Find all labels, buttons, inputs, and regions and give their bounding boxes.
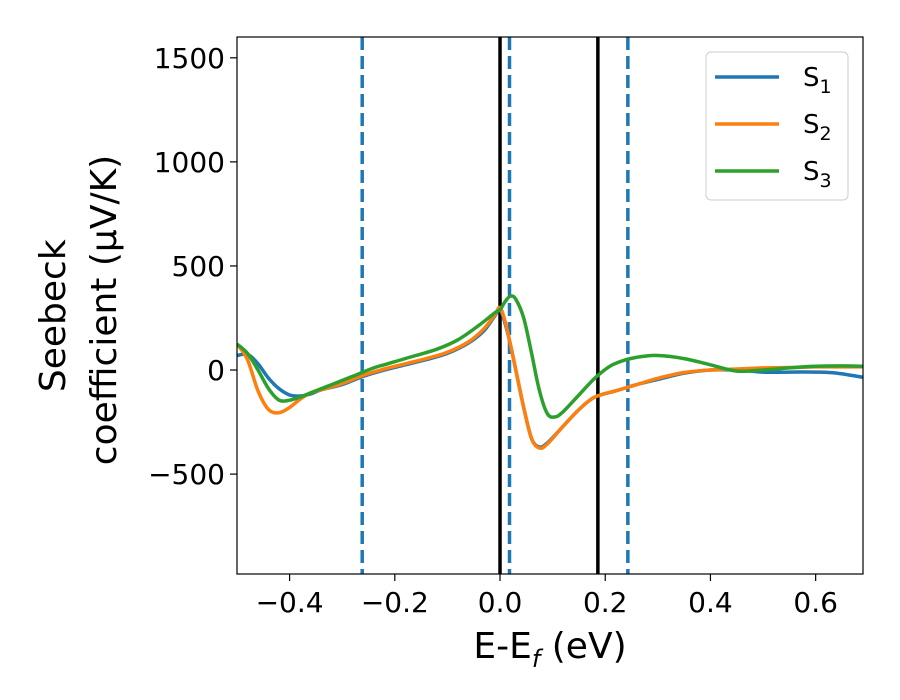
series-line-s2 <box>237 305 863 451</box>
legend-entries: S1 S2 S3 <box>715 63 832 192</box>
legend-box <box>705 51 849 201</box>
y-axis-ticks: −500 0 500 1000 1500 <box>148 42 237 491</box>
x-tick-label: 0.6 <box>793 586 838 619</box>
legend-label-s2: S2 <box>803 110 832 145</box>
x-tick-label: −0.2 <box>361 586 429 619</box>
y-tick-label: 0 <box>207 354 225 387</box>
legend-label-s1: S1 <box>803 63 832 98</box>
series-line-s1 <box>237 307 863 449</box>
y-axis-title-line2: coefficient (μV/K) <box>84 155 125 465</box>
x-axis-ticks: −0.4 −0.2 0.0 0.2 0.4 0.6 <box>256 574 838 619</box>
x-axis-title: E-Ef (eV) <box>473 626 626 673</box>
y-tick-label: 500 <box>172 250 225 283</box>
x-tick-label: 0.4 <box>688 586 733 619</box>
x-tick-label: 0.2 <box>583 586 628 619</box>
legend: S1 S2 S3 <box>705 51 849 201</box>
series-line-s3 <box>237 294 863 419</box>
vertical-reference-lines <box>360 37 630 574</box>
x-tick-label: −0.4 <box>256 586 324 619</box>
y-axis-title-line1: Seebeck <box>33 239 74 392</box>
x-tick-label: 0.0 <box>478 586 523 619</box>
legend-label-s3: S3 <box>803 157 832 192</box>
y-tick-label: −500 <box>148 458 225 491</box>
y-tick-label: 1500 <box>154 42 225 75</box>
y-axis-title: Seebeck coefficient (μV/K) <box>33 155 125 465</box>
y-tick-label: 1000 <box>154 146 225 179</box>
plot-frame <box>236 36 864 575</box>
series-lines <box>237 294 863 451</box>
